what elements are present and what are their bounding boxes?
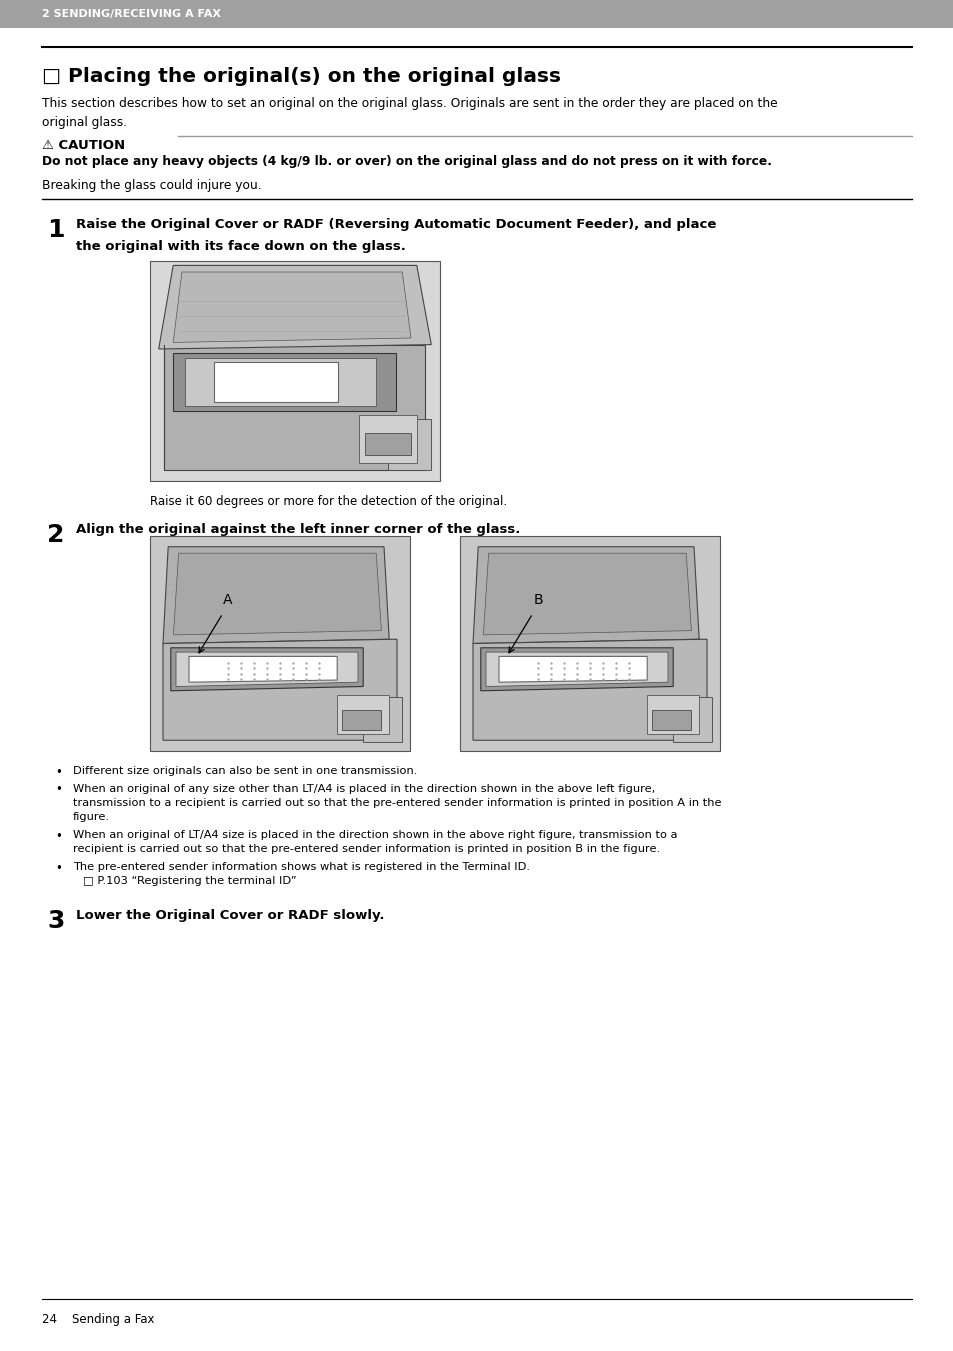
Text: Different size originals can also be sent in one transmission.: Different size originals can also be sen… bbox=[73, 766, 417, 775]
Polygon shape bbox=[363, 697, 402, 743]
Text: •: • bbox=[55, 784, 62, 797]
Text: transmission to a recipient is carried out so that the pre-entered sender inform: transmission to a recipient is carried o… bbox=[73, 798, 720, 808]
Text: •: • bbox=[55, 830, 62, 843]
Bar bbox=[342, 711, 381, 730]
Bar bbox=[459, 536, 720, 751]
Text: 1: 1 bbox=[48, 218, 65, 242]
Polygon shape bbox=[189, 657, 336, 682]
Bar bbox=[652, 711, 691, 730]
Polygon shape bbox=[336, 696, 389, 734]
Polygon shape bbox=[473, 639, 706, 740]
Text: Breaking the glass could injure you.: Breaking the glass could injure you. bbox=[42, 178, 261, 192]
Bar bbox=[150, 536, 410, 751]
Text: 3: 3 bbox=[48, 909, 65, 934]
Bar bbox=[0, 0, 953, 28]
Polygon shape bbox=[358, 415, 416, 463]
Polygon shape bbox=[387, 419, 431, 470]
Text: 24    Sending a Fax: 24 Sending a Fax bbox=[42, 1313, 154, 1325]
Polygon shape bbox=[480, 647, 673, 690]
Text: When an original of any size other than LT/A4 is placed in the direction shown i: When an original of any size other than … bbox=[73, 784, 655, 793]
Text: B: B bbox=[533, 593, 542, 608]
Polygon shape bbox=[673, 697, 712, 743]
Text: Raise it 60 degrees or more for the detection of the original.: Raise it 60 degrees or more for the dete… bbox=[150, 494, 507, 508]
Bar bbox=[364, 432, 411, 454]
Polygon shape bbox=[163, 639, 396, 740]
Polygon shape bbox=[646, 696, 699, 734]
Text: the original with its face down on the glass.: the original with its face down on the g… bbox=[76, 240, 405, 253]
Polygon shape bbox=[185, 358, 375, 407]
Text: ⚠ CAUTION: ⚠ CAUTION bbox=[42, 139, 125, 153]
Text: The pre-entered sender information shows what is registered in the Terminal ID.: The pre-entered sender information shows… bbox=[73, 862, 530, 871]
Bar bbox=[150, 261, 439, 481]
Polygon shape bbox=[213, 362, 338, 401]
Text: □ P.103 “Registering the terminal ID”: □ P.103 “Registering the terminal ID” bbox=[83, 877, 296, 886]
Polygon shape bbox=[163, 547, 389, 643]
Text: Lower the Original Cover or RADF slowly.: Lower the Original Cover or RADF slowly. bbox=[76, 909, 384, 921]
Text: A: A bbox=[223, 593, 233, 608]
Text: figure.: figure. bbox=[73, 812, 110, 823]
Polygon shape bbox=[485, 653, 667, 686]
Text: •: • bbox=[55, 862, 62, 875]
Text: •: • bbox=[55, 766, 62, 780]
Polygon shape bbox=[171, 647, 363, 690]
Text: 2 SENDING/RECEIVING A FAX: 2 SENDING/RECEIVING A FAX bbox=[42, 9, 221, 19]
Text: Do not place any heavy objects (4 kg/9 lb. or over) on the original glass and do: Do not place any heavy objects (4 kg/9 l… bbox=[42, 155, 771, 168]
Polygon shape bbox=[158, 265, 431, 349]
Text: When an original of LT/A4 size is placed in the direction shown in the above rig: When an original of LT/A4 size is placed… bbox=[73, 830, 677, 840]
Polygon shape bbox=[473, 547, 699, 643]
Polygon shape bbox=[483, 553, 691, 635]
Polygon shape bbox=[173, 272, 411, 342]
Polygon shape bbox=[498, 657, 646, 682]
Text: Raise the Original Cover or RADF (Reversing Automatic Document Feeder), and plac: Raise the Original Cover or RADF (Revers… bbox=[76, 218, 716, 231]
Polygon shape bbox=[175, 653, 357, 686]
Text: This section describes how to set an original on the original glass. Originals a: This section describes how to set an ori… bbox=[42, 97, 777, 128]
Text: Align the original against the left inner corner of the glass.: Align the original against the left inne… bbox=[76, 523, 519, 536]
Polygon shape bbox=[173, 354, 396, 411]
Polygon shape bbox=[164, 345, 425, 470]
Text: recipient is carried out so that the pre-entered sender information is printed i: recipient is carried out so that the pre… bbox=[73, 844, 659, 854]
Text: □ Placing the original(s) on the original glass: □ Placing the original(s) on the origina… bbox=[42, 68, 560, 86]
Text: 2: 2 bbox=[48, 523, 65, 547]
Polygon shape bbox=[173, 553, 381, 635]
